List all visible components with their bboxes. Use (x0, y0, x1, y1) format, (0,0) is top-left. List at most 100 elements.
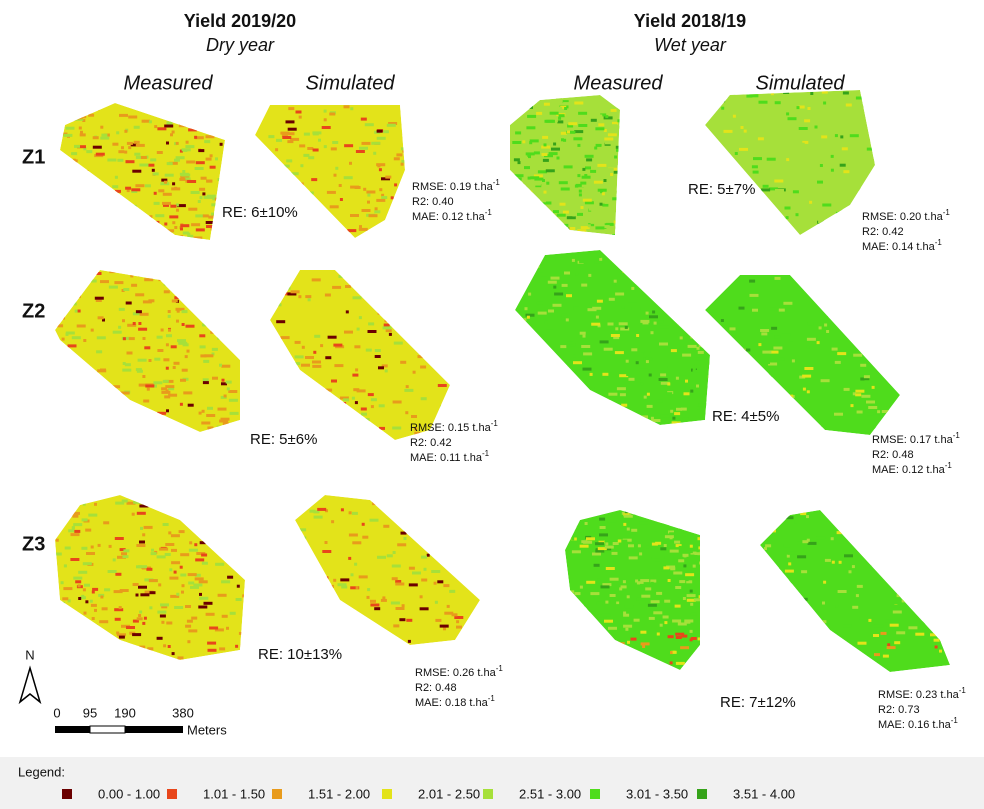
yield-cell (236, 598, 242, 601)
yield-cell (669, 532, 675, 535)
yield-cell (337, 402, 346, 405)
yield-cell (726, 95, 735, 98)
yield-cell (59, 602, 65, 605)
yield-cell (612, 96, 618, 99)
yield-cell (144, 526, 153, 529)
yield-cell (154, 358, 160, 361)
yield-cell (402, 132, 411, 135)
yield-cell (837, 352, 846, 355)
yield-cell (403, 328, 406, 331)
yield-cell (333, 344, 342, 347)
yield-cell (93, 136, 99, 139)
yield-cell (777, 193, 783, 196)
relative-error: RE: 4±5% (712, 408, 779, 425)
yield-cell (775, 277, 781, 280)
yield-cell (653, 611, 662, 614)
yield-cell (473, 526, 482, 529)
yield-cell (526, 191, 532, 194)
yield-cell (124, 151, 127, 154)
yield-cell (80, 499, 89, 502)
yield-cell (679, 580, 685, 583)
yield-cell (205, 119, 214, 122)
yield-cell (74, 116, 83, 119)
yield-cell (299, 575, 308, 578)
yield-cell (166, 142, 169, 145)
yield-cell (586, 158, 592, 161)
yield-cell (566, 391, 569, 394)
yield-cell (565, 194, 568, 197)
yield-cell (228, 271, 234, 274)
yield-cell (597, 602, 603, 605)
yield-cell (574, 102, 583, 105)
yield-cell (591, 661, 597, 664)
yield-cell (134, 205, 137, 208)
yield-cell (719, 362, 725, 365)
yield-cell (750, 294, 759, 297)
yield-cell (568, 375, 574, 378)
yield-cell (684, 275, 690, 278)
yield-cell (57, 357, 63, 360)
yield-cell (831, 94, 837, 97)
yield-cell (868, 120, 871, 123)
yield-cell (80, 646, 83, 649)
field-base (270, 270, 450, 440)
yield-cell (692, 329, 698, 332)
yield-cell (398, 641, 404, 644)
yield-cell (613, 283, 616, 286)
yield-cell (282, 136, 291, 139)
yield-cell (100, 636, 109, 639)
yield-cell (534, 384, 537, 387)
yield-cell (169, 117, 172, 120)
yield-cell (139, 164, 148, 167)
yield-cell (721, 100, 724, 103)
yield-cell (316, 215, 325, 218)
yield-cell (230, 612, 236, 615)
yield-cell (456, 620, 459, 623)
yield-cell (561, 138, 564, 141)
yield-cell (603, 399, 609, 402)
yield-cell (86, 648, 89, 651)
yield-cell (294, 362, 300, 365)
yield-cell (346, 310, 349, 313)
yield-cell (163, 358, 169, 361)
yield-cell (908, 626, 917, 629)
yield-cell (69, 659, 72, 662)
yield-cell (121, 423, 127, 426)
stat-sup: -1 (953, 431, 961, 440)
yield-cell (207, 407, 213, 410)
yield-cell (91, 236, 100, 239)
yield-cell (227, 297, 233, 300)
yield-cell (785, 404, 788, 407)
yield-cell (580, 348, 586, 351)
yield-cell (845, 195, 848, 198)
yield-cell (878, 670, 884, 673)
yield-cell (334, 174, 337, 177)
yield-cell (516, 178, 522, 181)
yield-cell (62, 317, 65, 320)
yield-cell (564, 272, 570, 275)
yield-cell (81, 619, 87, 622)
yield-cell (693, 370, 702, 373)
yield-cell (158, 278, 161, 281)
yield-cell (577, 144, 580, 147)
yield-cell (210, 111, 216, 114)
yield-cell (322, 636, 328, 639)
yield-cell (150, 591, 156, 594)
stat-line: MAE: 0.12 t.ha-1 (412, 208, 492, 223)
yield-cell (539, 419, 545, 422)
yield-cell (206, 414, 215, 417)
yield-cell (201, 282, 207, 285)
yield-cell (610, 173, 613, 176)
yield-cell (218, 278, 224, 281)
yield-cell (353, 296, 362, 299)
yield-cell (396, 607, 405, 610)
yield-cell (188, 208, 197, 211)
yield-cell (588, 274, 591, 277)
yield-cell (578, 641, 581, 644)
yield-cell (312, 131, 321, 134)
yield-cell (883, 655, 889, 658)
yield-cell (233, 274, 242, 277)
yield-cell (135, 293, 144, 296)
yield-cell (191, 223, 200, 226)
yield-cell (780, 657, 786, 660)
